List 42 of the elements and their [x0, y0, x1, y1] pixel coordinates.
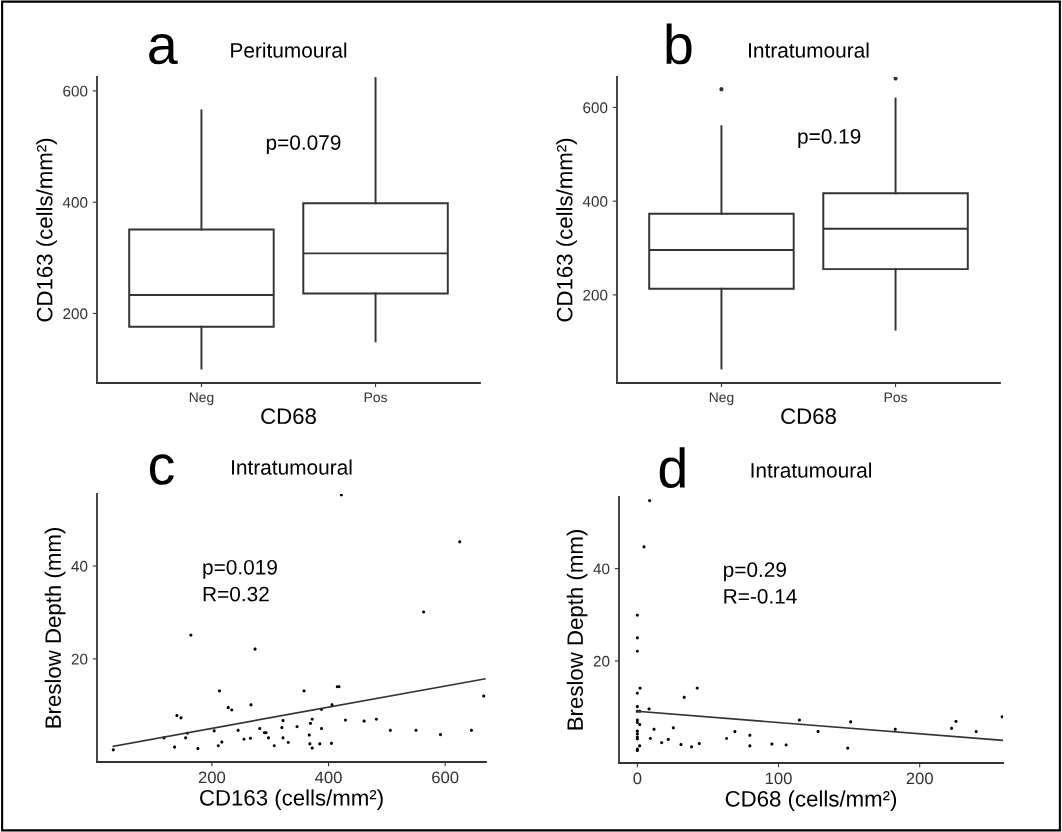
x-tick-label: Neg: [189, 392, 214, 405]
y-axis-title: Breslow Depth (mm): [44, 528, 66, 728]
chart-title: Intratumoural: [749, 42, 869, 58]
y-axis-title: Breslow Depth (mm): [566, 530, 588, 730]
annotation: p=0.079: [266, 135, 341, 155]
y-tick-label: 200: [63, 308, 88, 320]
x-tick-label: 200: [198, 771, 226, 784]
x-tick-label: 600: [432, 771, 459, 784]
annotation: p=0.19: [798, 129, 861, 148]
y-axis-title: CD163 (cells/mm²): [36, 138, 57, 322]
y-tick-label: 400: [582, 196, 608, 207]
chart-title: Intratumoural: [751, 462, 871, 478]
annotation: p=0.019: [203, 559, 277, 579]
x-axis-title: CD68: [781, 408, 836, 425]
y-tick-label: 20: [71, 653, 88, 665]
y-tick-label: 20: [593, 655, 610, 667]
x-tick-label: 200: [906, 772, 933, 785]
text: d: [659, 447, 685, 488]
annotation: p=0.29: [724, 562, 786, 582]
y-tick-label: 400: [62, 197, 88, 208]
y-tick-label: 600: [583, 102, 608, 114]
y-axis-title: CD163 (cells/mm²): [556, 138, 577, 322]
x-tick-label: 0: [633, 772, 642, 785]
y-tick-label: 200: [583, 289, 608, 301]
annotation: R=-0.14: [724, 588, 797, 604]
y-tick-label: 40: [71, 560, 88, 572]
x-tick-label: Pos: [364, 392, 388, 403]
chart-title: Intratumoural: [232, 459, 352, 475]
x-axis-title: CD68: [261, 408, 316, 425]
y-tick-label: 600: [63, 85, 88, 97]
x-axis-title: CD68 (cells/mm²): [725, 790, 897, 812]
x-tick-label: Pos: [884, 392, 908, 403]
chart-title: Peritumoural: [231, 42, 347, 58]
text: a: [149, 33, 178, 65]
x-axis-title: CD163 (cells/mm²): [200, 789, 383, 811]
x-tick-label: 400: [315, 771, 342, 784]
x-tick-label: Neg: [709, 392, 734, 405]
x-tick-label: 100: [765, 772, 792, 785]
text: c: [149, 454, 174, 485]
y-tick-label: 40: [593, 563, 610, 575]
annotation: R=0.32: [203, 586, 269, 602]
text: b: [666, 23, 692, 65]
